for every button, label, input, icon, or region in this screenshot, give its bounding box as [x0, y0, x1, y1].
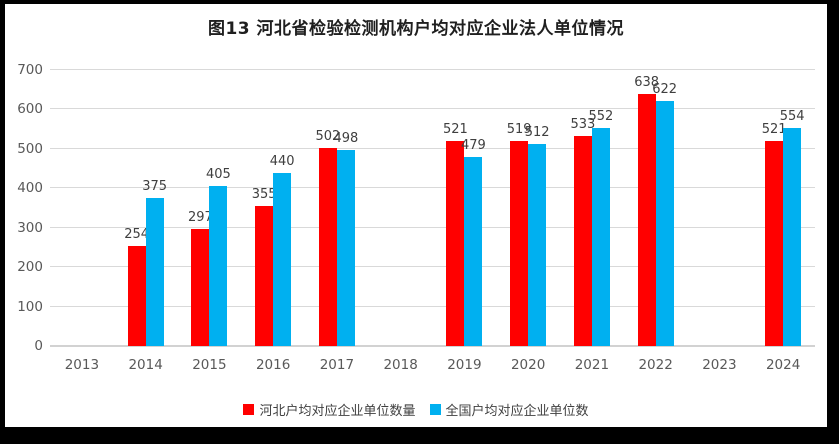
- y-tick-label: 500: [17, 140, 43, 157]
- x-tick-label: 2016: [255, 357, 291, 373]
- bar-value-label: 502: [315, 129, 341, 145]
- x-axis-line: [50, 345, 815, 347]
- chart-title: 图13 河北省检验检测机构户均对应企业法人单位情况: [207, 19, 625, 39]
- bar-national-2015: [209, 186, 228, 346]
- x-tick-label: 2017: [319, 357, 355, 373]
- bar-national-2016: [273, 172, 292, 346]
- gridline: [50, 266, 815, 268]
- bar-hebei-2022: [637, 94, 656, 346]
- bar-value-label: 375: [142, 179, 168, 195]
- bar-hebei-2015: [191, 228, 210, 346]
- bar-value-label: 355: [251, 187, 277, 203]
- y-tick-label: 200: [17, 259, 43, 276]
- bar-value-label: 554: [779, 108, 805, 124]
- x-tick-label: 2024: [765, 357, 801, 373]
- y-tick-label: 0: [34, 338, 43, 354]
- bar-value-label: 405: [205, 167, 231, 183]
- x-tick-label: 2015: [192, 357, 227, 373]
- bar-value-label: 552: [588, 109, 614, 125]
- legend-swatch-icon: [429, 404, 441, 415]
- bar-value-label: 440: [269, 153, 295, 169]
- gridline: [50, 147, 815, 149]
- bar-hebei-2016: [255, 206, 274, 346]
- plot-area: 254 375 297 405 355 440 502 498 521 479 519 512 533 5…: [50, 69, 815, 347]
- bar-value-label: 519: [506, 122, 532, 138]
- y-tick-label: 100: [17, 298, 43, 315]
- bar-value-label: 479: [460, 138, 486, 154]
- bar-hebei-2017: [318, 148, 337, 346]
- x-tick-label: 2014: [128, 357, 163, 373]
- bar-hebei-2021: [573, 135, 592, 346]
- x-tick-label: 2023: [702, 357, 737, 373]
- bar-value-label: 498: [333, 130, 359, 146]
- gridline: [50, 187, 815, 189]
- x-tick-label: 2013: [64, 357, 100, 373]
- bar-hebei-2019: [446, 140, 465, 346]
- bar-value-label: 638: [634, 75, 660, 91]
- bar-hebei-2024: [765, 140, 784, 346]
- bar-national-2021: [591, 128, 610, 346]
- x-tick-label: 2019: [447, 357, 482, 373]
- bar-national-2022: [655, 100, 674, 346]
- bar-hebei-2020: [510, 141, 529, 346]
- legend-swatch-icon: [243, 404, 255, 415]
- bar-value-label: 533: [570, 116, 596, 132]
- gridline: [50, 305, 815, 307]
- bar-national-2014: [145, 198, 164, 346]
- bar-value-label: 521: [442, 121, 468, 137]
- legend-item: 全国户均对应企业单位数: [429, 400, 589, 419]
- gridline: [50, 108, 815, 110]
- gridline: [50, 69, 815, 70]
- x-tick-label: 2020: [510, 357, 546, 373]
- bar-value-label: 512: [524, 125, 550, 141]
- bar-hebei-2014: [127, 245, 146, 346]
- bar-value-label: 622: [652, 81, 678, 97]
- bar-national-2017: [336, 149, 355, 346]
- bar-value-label: 297: [187, 209, 213, 225]
- legend-label: 河北户均对应企业单位数量: [259, 404, 416, 419]
- bar-value-label: 254: [124, 226, 150, 242]
- y-tick-label: 700: [17, 62, 43, 78]
- chart-canvas: 图13 河北省检验检测机构户均对应企业法人单位情况 254 375 297 405 35…: [5, 4, 827, 427]
- x-tick-label: 2021: [574, 357, 610, 373]
- y-tick-label: 600: [17, 101, 43, 118]
- bar-value-label: 521: [761, 121, 787, 137]
- x-tick-label: 2022: [638, 357, 673, 373]
- y-tick-label: 300: [17, 219, 43, 236]
- y-tick-label: 400: [17, 180, 43, 197]
- bar-national-2024: [783, 127, 802, 346]
- x-tick-label: 2018: [383, 357, 418, 373]
- gridline: [50, 226, 815, 228]
- bar-national-2020: [528, 144, 547, 346]
- legend: 河北户均对应企业单位数量 全国户均对应企业单位数: [5, 400, 827, 419]
- legend-label: 全国户均对应企业单位数: [445, 404, 589, 419]
- legend-item: 河北户均对应企业单位数量: [243, 400, 416, 419]
- bar-national-2019: [464, 157, 483, 346]
